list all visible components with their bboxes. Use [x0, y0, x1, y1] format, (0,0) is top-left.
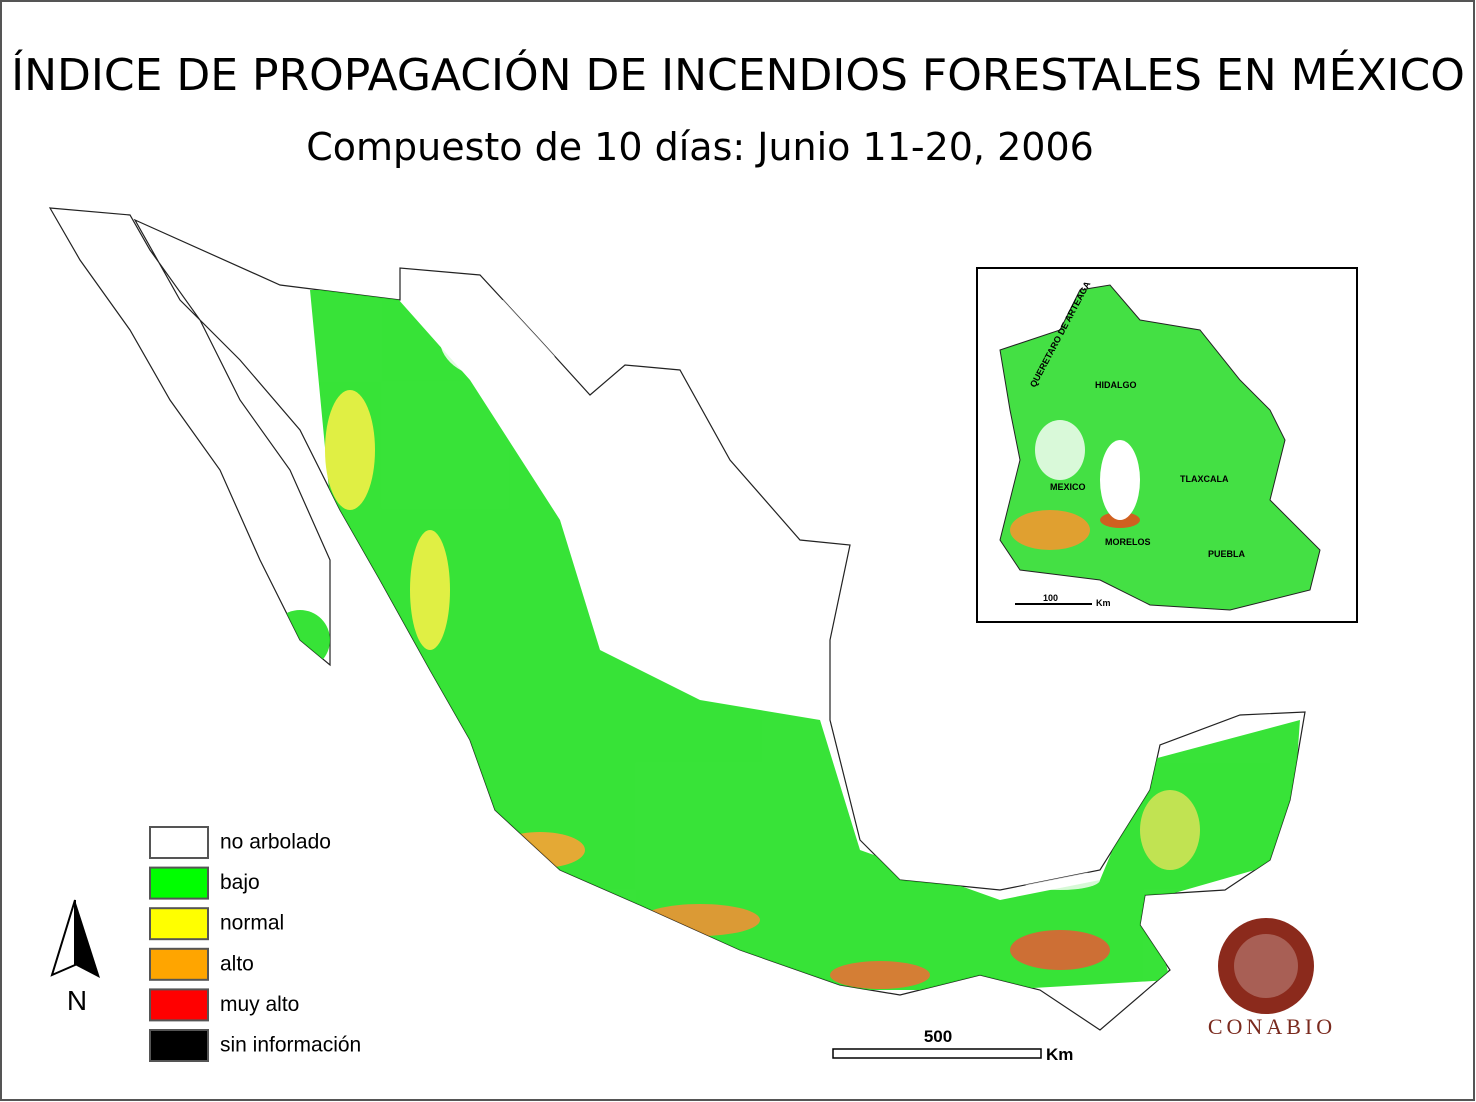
- legend-swatch: [149, 988, 209, 1022]
- scale-label: 500: [924, 1027, 952, 1046]
- legend: no arbolado bajo normal alto muy alto sin inf…: [149, 826, 361, 1062]
- legend-swatch: [149, 907, 209, 941]
- legend-label: normal: [220, 912, 284, 935]
- inset-scale-unit: Km: [1096, 598, 1111, 608]
- subtitle: Compuesto de 10 días: Junio 11-20, 2006: [306, 125, 1094, 169]
- legend-swatch: [149, 1029, 209, 1062]
- legend-swatch: [149, 866, 209, 900]
- inset-map: QUERETARO DE ARTEAGA HIDALGO MEXICO TLAX…: [976, 267, 1358, 623]
- inset-label: MORELOS: [1105, 537, 1151, 547]
- legend-swatch: [149, 826, 209, 859]
- north-arrow: N: [50, 899, 100, 1016]
- logo: CONABIO: [1208, 918, 1336, 1039]
- inset-label: PUEBLA: [1208, 549, 1246, 559]
- logo-text: CONABIO: [1208, 1014, 1336, 1039]
- legend-swatch: [149, 947, 209, 981]
- inset-label: TLAXCALA: [1180, 474, 1229, 484]
- scale-unit: Km: [1046, 1045, 1073, 1064]
- legend-label: alto: [220, 952, 254, 975]
- inset-label: MEXICO: [1050, 482, 1086, 492]
- north-label: N: [67, 985, 87, 1016]
- legend-label: muy alto: [220, 993, 299, 1016]
- inset-scale-label: 100: [1043, 593, 1058, 603]
- legend-label: no arbolado: [220, 831, 331, 854]
- legend-label: bajo: [220, 871, 260, 894]
- title: ÍNDICE DE PROPAGACIÓN DE INCENDIOS FORES…: [11, 48, 1465, 101]
- legend-label: sin información: [220, 1034, 361, 1057]
- scale-bar: 500 Km: [832, 1027, 1073, 1064]
- inset-label: HIDALGO: [1095, 380, 1137, 390]
